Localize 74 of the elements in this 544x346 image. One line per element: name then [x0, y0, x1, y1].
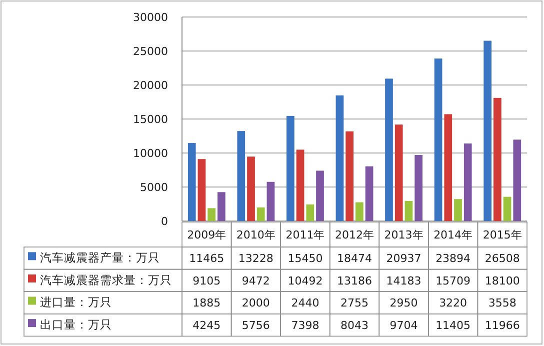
x-tick-label: 2015年	[482, 228, 522, 242]
data-label: 5756	[242, 318, 270, 332]
data-label: 11465	[189, 252, 224, 265]
x-tick-label: 2009年	[187, 228, 226, 242]
bar	[484, 40, 492, 221]
data-label: 4245	[192, 318, 221, 332]
data-label: 7398	[291, 318, 320, 332]
data-label: 26508	[484, 252, 520, 265]
legend-label: 汽车减震器产量：万只	[40, 250, 160, 265]
data-label: 13186	[337, 274, 372, 288]
legend-label: 出口量：万只	[40, 318, 112, 332]
bar	[513, 140, 522, 221]
data-label: 14183	[386, 274, 422, 288]
x-tick-label: 2010年	[236, 228, 276, 242]
data-label: 15709	[436, 274, 471, 288]
bar	[306, 204, 314, 221]
legend-label: 汽车减震器需求量：万只	[40, 272, 172, 287]
bar	[266, 182, 275, 221]
data-label: 23894	[436, 252, 471, 265]
bar	[394, 124, 403, 221]
x-tick-label: 2012年	[335, 228, 374, 242]
data-label: 18474	[337, 252, 372, 265]
data-label: 2950	[390, 296, 418, 310]
data-label: 3220	[439, 296, 468, 310]
bar	[286, 116, 294, 221]
bar	[316, 170, 324, 221]
y-tick-label: 10000	[133, 146, 168, 160]
y-tick-label: 0	[161, 214, 168, 228]
x-tick-label: 2013年	[384, 228, 424, 242]
bar	[346, 131, 354, 221]
bar	[434, 58, 442, 221]
data-label: 9472	[242, 274, 270, 288]
bar	[454, 199, 462, 221]
data-label: 2000	[242, 296, 270, 310]
x-tick-label: 2014年	[434, 228, 473, 242]
data-label: 2440	[291, 296, 320, 310]
y-tick-label: 30000	[133, 10, 168, 24]
y-tick-label: 15000	[133, 112, 168, 126]
bar	[494, 98, 502, 221]
data-label: 2755	[340, 296, 368, 310]
data-label: 11405	[436, 318, 471, 332]
bar	[218, 192, 226, 221]
data-label: 18100	[484, 274, 520, 288]
legend-label: 进口量：万只	[40, 295, 112, 310]
bar	[404, 200, 413, 221]
bar	[247, 156, 255, 221]
bar	[237, 131, 246, 221]
bar	[296, 150, 304, 221]
bar	[444, 114, 452, 221]
bar	[256, 207, 265, 221]
data-label: 3558	[488, 296, 516, 310]
bar	[464, 143, 472, 221]
data-label: 9704	[390, 318, 418, 332]
bar	[356, 202, 364, 221]
bar	[188, 143, 196, 221]
data-label: 20937	[386, 252, 422, 265]
data-label: 15450	[288, 252, 323, 265]
data-label: 10492	[288, 274, 323, 288]
data-label: 13228	[238, 252, 274, 265]
bar	[365, 166, 374, 221]
data-label: 9105	[192, 274, 221, 288]
data-label: 8043	[340, 318, 368, 332]
bar	[414, 155, 422, 221]
data-label: 1885	[192, 296, 221, 310]
bar	[208, 208, 216, 221]
x-tick-label: 2011年	[286, 228, 325, 242]
y-tick-label: 20000	[133, 78, 168, 92]
y-tick-label: 5000	[140, 180, 168, 194]
data-label: 11966	[484, 318, 520, 332]
bar	[503, 196, 512, 221]
y-tick-label: 25000	[133, 44, 168, 58]
bar	[198, 159, 206, 221]
bar	[385, 78, 393, 221]
bar	[336, 95, 344, 221]
